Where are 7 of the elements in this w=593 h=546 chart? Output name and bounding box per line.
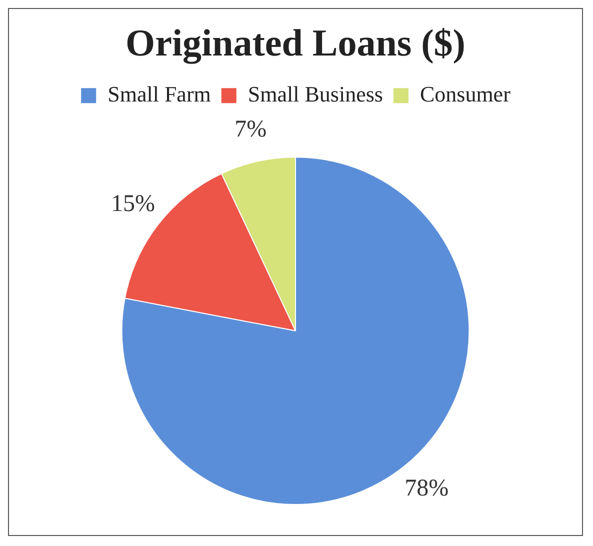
- legend-label: Small Farm: [108, 81, 211, 106]
- legend-label: Small Business: [248, 81, 383, 106]
- legend-label: Consumer: [420, 81, 512, 106]
- data-label: 78%: [404, 476, 449, 502]
- chart-title: Originated Loans ($): [126, 22, 466, 65]
- data-label: 7%: [234, 116, 267, 142]
- data-label: 15%: [110, 191, 155, 218]
